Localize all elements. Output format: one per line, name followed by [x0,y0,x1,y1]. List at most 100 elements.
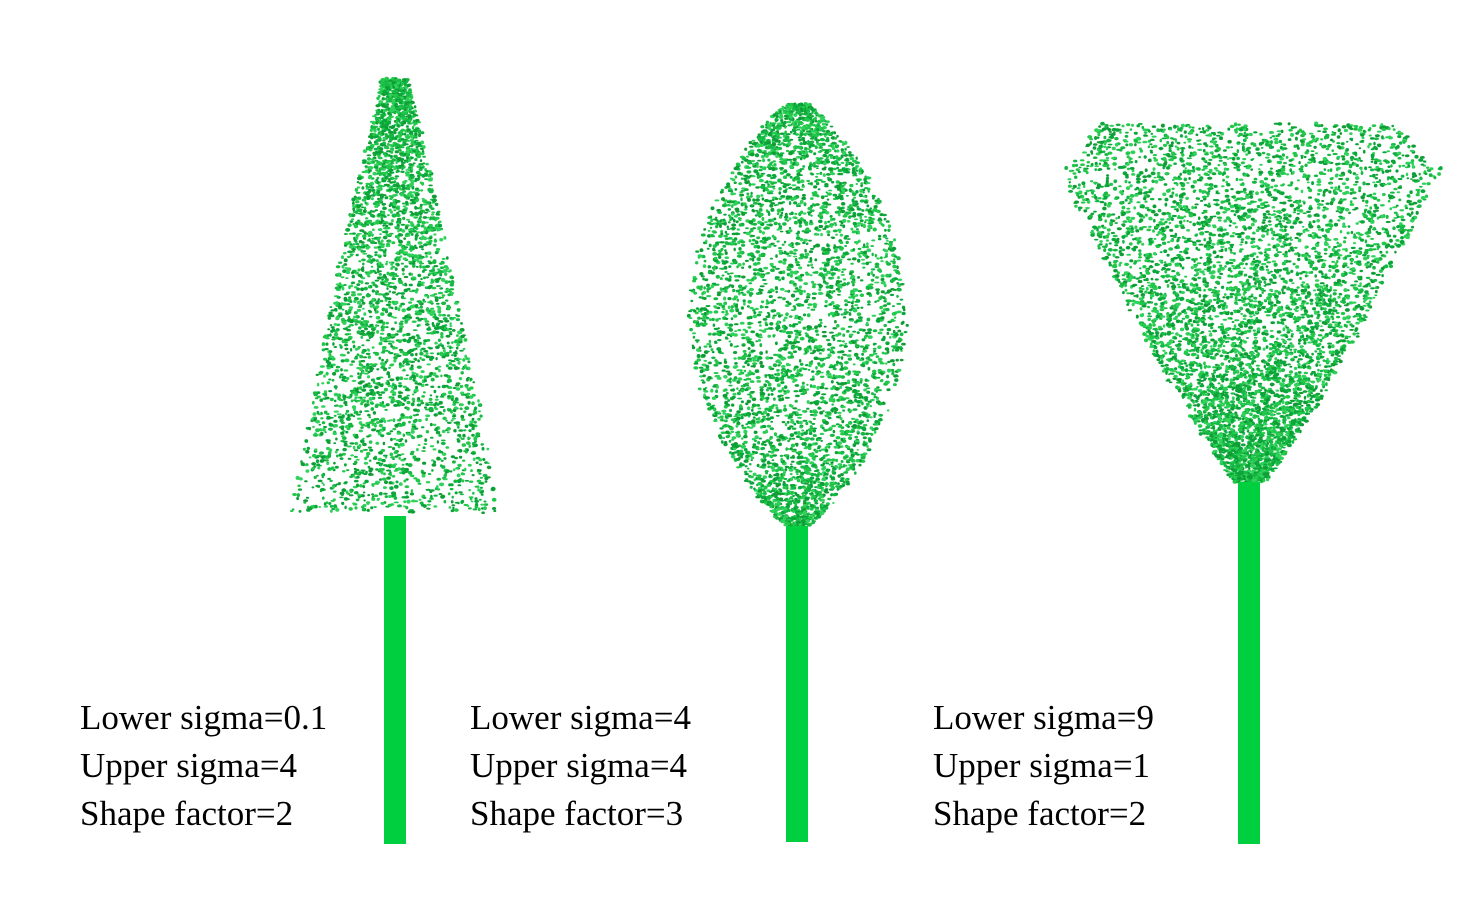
leaf-point [731,223,737,227]
leaf-point [410,202,413,205]
leaf-point [827,270,831,273]
leaf-point [409,182,414,187]
leaf-point [417,306,421,309]
leaf-point [792,521,797,526]
leaf-point [418,133,421,138]
leaf-point [376,118,379,123]
leaf-point [361,388,367,392]
leaf-point [800,460,805,463]
leaf-point [379,263,384,267]
leaf-point [749,371,754,375]
leaf-point [473,436,478,441]
leaf-point [397,139,402,143]
leaf-point [471,433,475,437]
leaf-point [382,441,386,446]
leaf-point [339,496,344,499]
leaf-point [371,483,375,487]
leaf-point [332,468,336,472]
leaf-point [808,515,813,519]
leaf-point [353,467,357,471]
leaf-point [803,102,808,105]
leaf-point [830,395,834,398]
leaf-point [338,453,343,457]
leaf-point [370,506,374,510]
leaf-point [739,172,744,176]
leaf-point [417,121,421,124]
leaf-point [706,247,710,250]
leaf-point [761,495,767,498]
leaf-point [353,196,359,201]
leaf-point [840,246,844,250]
leaf-point [790,420,795,424]
leaf-point [427,174,432,178]
leaf-point [409,110,414,115]
leaf-point [816,357,821,360]
leaf-point [326,366,331,370]
leaf-point [400,163,404,167]
leaf-point [765,502,771,506]
leaf-point [437,268,440,271]
leaf-point [368,434,372,437]
leaf-point [358,222,364,226]
leaf-point [400,138,405,142]
leaf-point [386,117,390,120]
leaf-point [360,335,364,339]
leaf-point [405,101,410,105]
leaf-point [378,491,383,496]
leaf-point [386,92,392,96]
leaf-point [386,164,390,167]
leaf-point [397,422,402,425]
leaf-point [733,447,737,451]
leaf-point [376,238,381,241]
leaf-point [421,471,426,475]
leaf-point [818,214,824,218]
leaf-point [387,172,392,175]
leaf-point [417,241,423,245]
leaf-point [400,90,406,95]
leaf-point [397,88,402,92]
leaf-point [383,501,387,504]
leaf-point [354,491,359,495]
leaf-point [414,237,418,241]
leaf-point [417,174,421,178]
leaf-point [375,203,380,207]
leaf-point [385,226,391,230]
leaf-point [386,373,390,376]
leaf-point [867,284,872,287]
leaf-point [412,304,416,309]
leaf-point [384,135,389,138]
leaf-point [423,268,427,272]
leaf-point [384,104,389,108]
leaf-point [314,455,319,459]
leaf-point [408,230,412,235]
leaf-point [785,339,789,343]
leaf-point [801,253,805,258]
leaf-point [350,399,354,403]
leaf-point [388,85,392,89]
leaf-point [759,466,765,469]
leaf-point [374,271,378,275]
leaf-point [378,273,382,276]
leaf-point [399,146,405,149]
leaf-point [367,446,372,449]
leaf-point [876,200,879,203]
leaf-point [405,105,411,108]
leaf-point [388,185,392,189]
leaf-point [712,413,715,417]
leaf-point [864,194,868,198]
leaf-point [759,420,764,423]
leaf-point [403,195,409,199]
leaf-point [445,429,449,432]
leaf-point [370,144,374,149]
leaf-point [778,466,784,470]
leaf-point [440,327,444,330]
leaf-point [328,378,332,381]
leaf-point [396,419,402,422]
leaf-point [434,367,439,370]
leaf-point [381,203,387,206]
leaf-point [812,302,818,307]
leaf-point [416,335,420,338]
leaf-point [792,122,796,126]
leaf-point [444,272,447,276]
leaf-point [363,206,367,210]
